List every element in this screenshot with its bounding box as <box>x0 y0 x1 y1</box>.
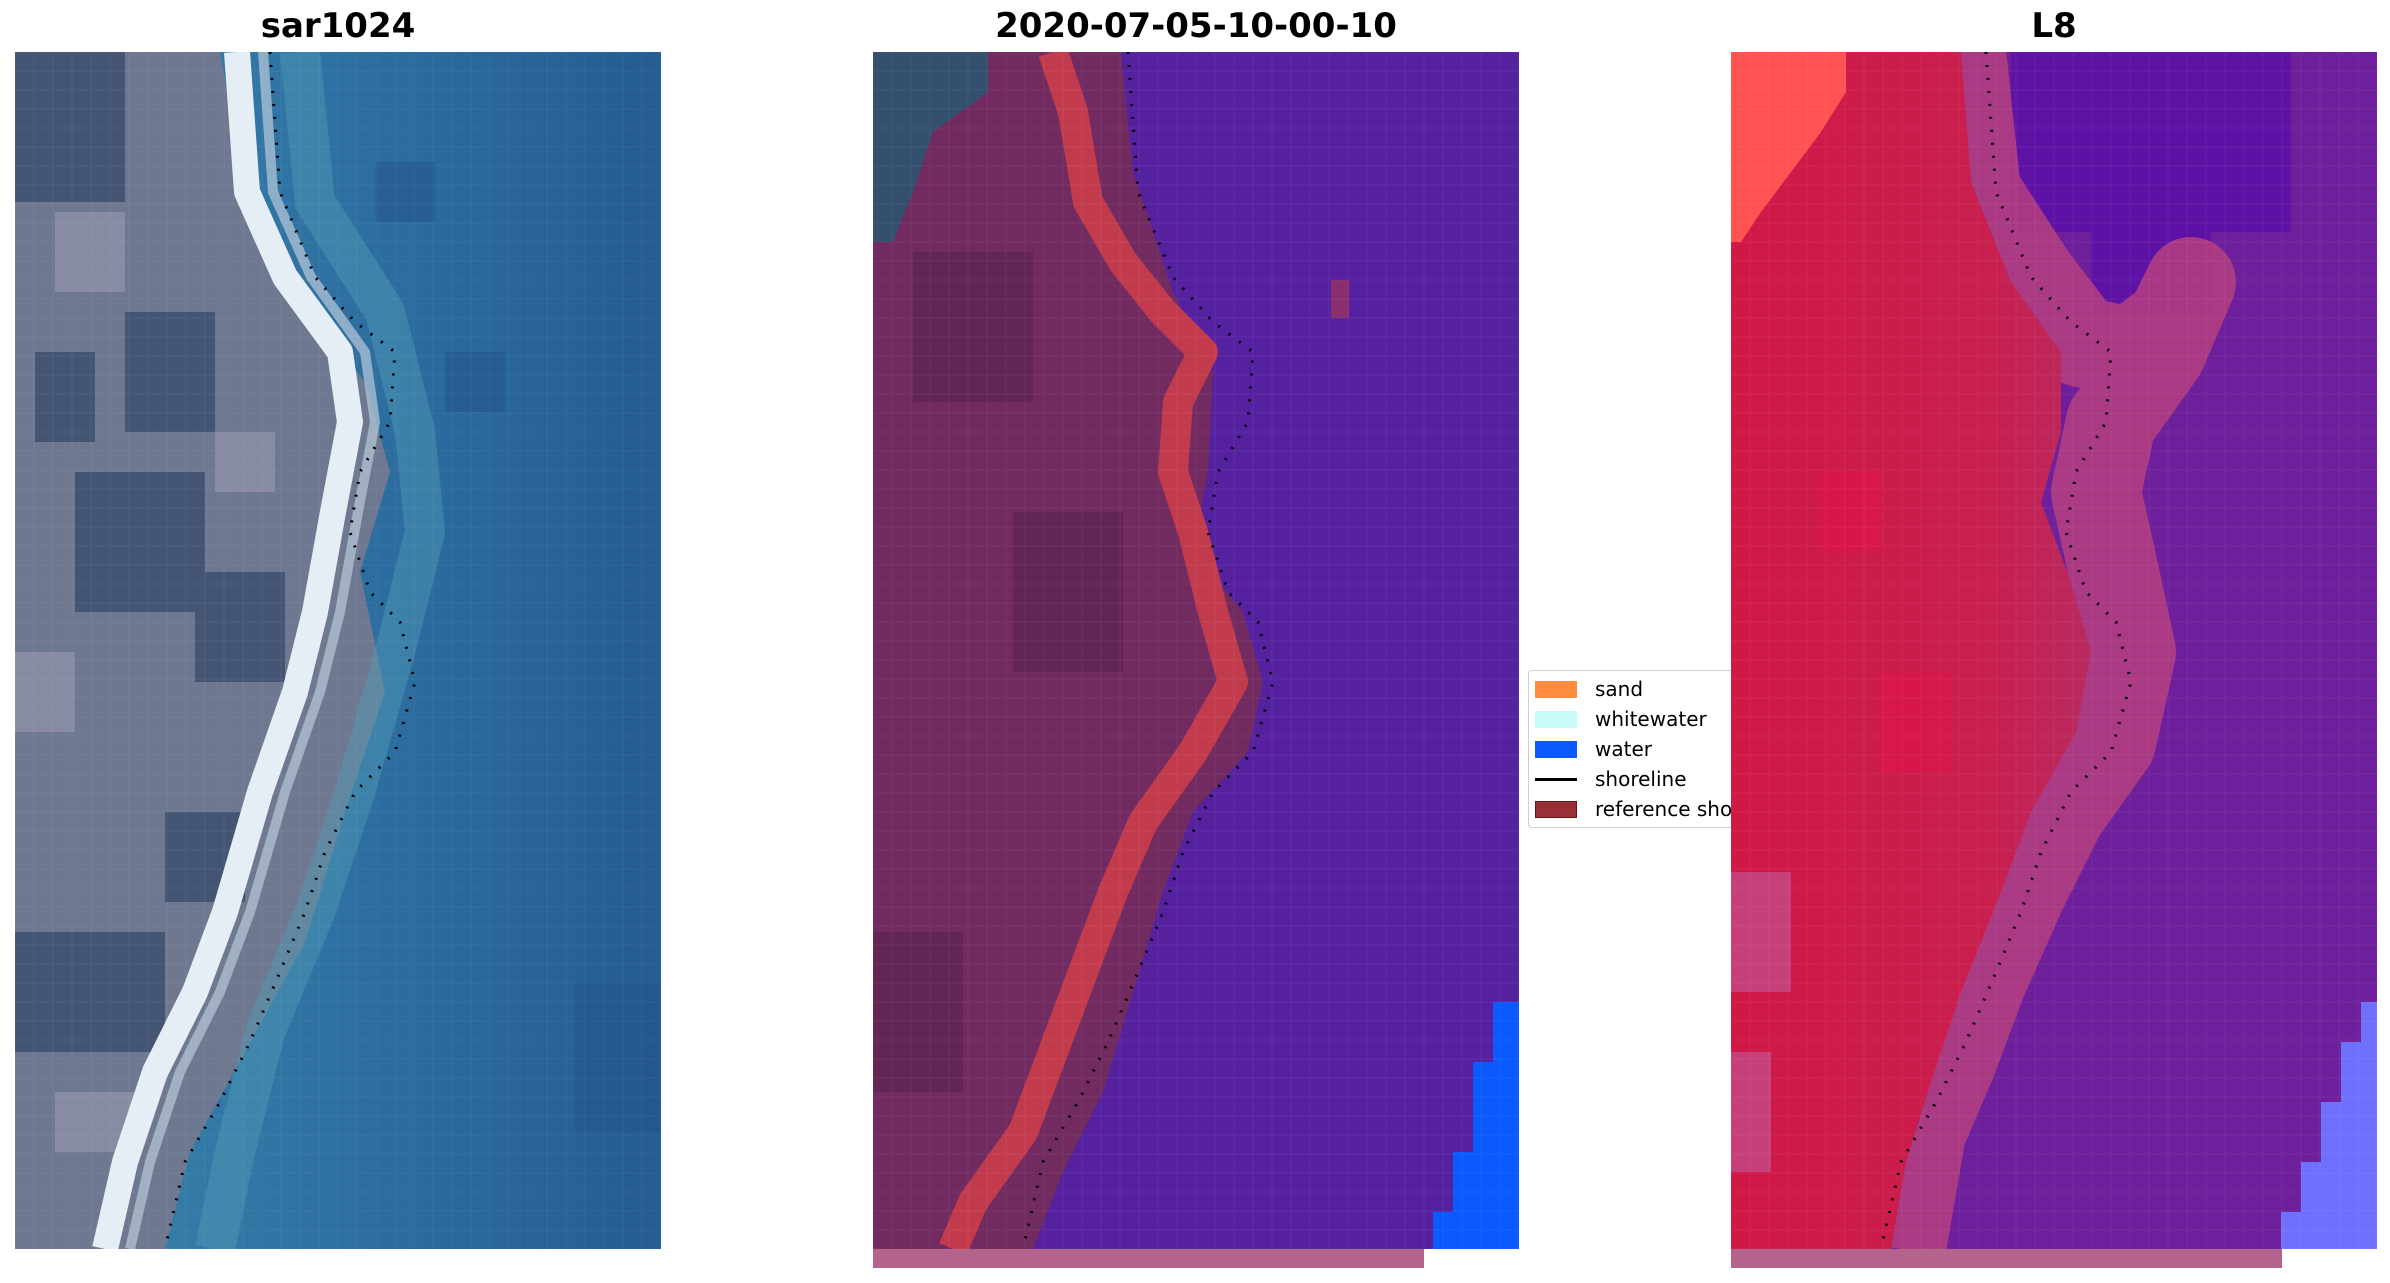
l8-image <box>1731 52 2377 1249</box>
panel-title-rgb: sar1024 <box>260 6 416 46</box>
legend-item-shoreline: shoreline <box>1535 764 1687 794</box>
rgb-satellite-image <box>15 52 661 1249</box>
legend-label: whitewater <box>1595 707 1707 731</box>
legend-line-shoreline <box>1535 777 1577 781</box>
legend: sand whitewater water shoreline referenc… <box>1528 670 1739 828</box>
l8-bottom-strip <box>1731 1249 2282 1268</box>
legend-swatch-sand <box>1535 680 1577 698</box>
panel-title-classified: 2020-07-05-10-00-10 <box>995 6 1397 46</box>
legend-item-whitewater: whitewater <box>1535 704 1707 734</box>
class-shoreline <box>1021 52 1275 1249</box>
legend-swatch-reference-shoreline <box>1535 800 1577 818</box>
legend-label: shoreline <box>1595 767 1687 791</box>
classified-image <box>873 52 1519 1249</box>
legend-label: sand <box>1595 677 1644 701</box>
rgb-shoreline <box>163 52 417 1249</box>
classified-bottom-strip <box>873 1249 1424 1268</box>
legend-item-water: water <box>1535 734 1652 764</box>
legend-label: water <box>1595 737 1652 761</box>
legend-item-sand: sand <box>1535 674 1643 704</box>
legend-swatch-water <box>1535 740 1577 758</box>
panel-title-index: L8 <box>2031 6 2077 46</box>
legend-label: reference shoreline <box>1595 797 1739 821</box>
legend-item-reference-shoreline: reference shoreline <box>1535 794 1739 824</box>
legend-swatch-whitewater <box>1535 710 1577 728</box>
index-shoreline <box>1879 52 2133 1249</box>
